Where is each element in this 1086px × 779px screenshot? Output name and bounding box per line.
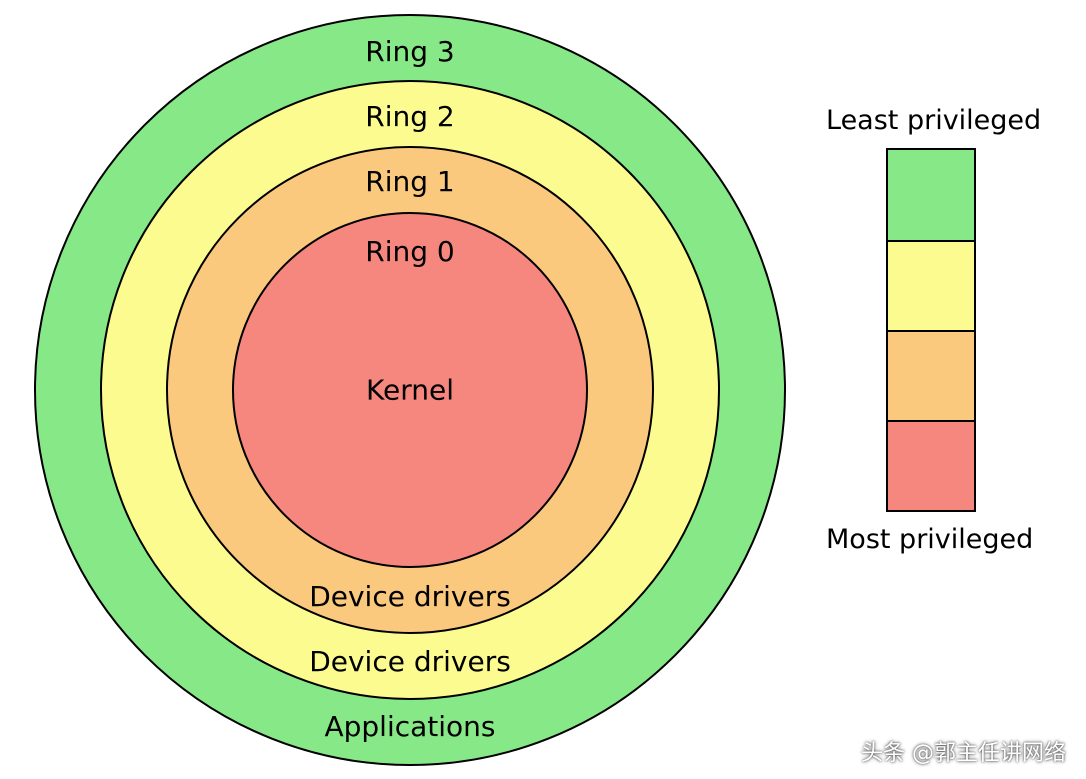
ring-diagram: Ring 3 Applications Ring 2 Device driver… [30, 10, 790, 770]
ring-2-bottom-label: Device drivers [309, 645, 511, 678]
ring-0-top-label: Ring 0 [365, 235, 454, 268]
legend-swatch-1 [888, 240, 974, 330]
ring-3-top-label: Ring 3 [365, 35, 454, 68]
ring-0-center-label: Kernel [366, 374, 454, 407]
ring-1-bottom-label: Device drivers [309, 580, 511, 613]
legend-top-label: Least privileged [826, 105, 1046, 136]
legend-bottom-label: Most privileged [826, 524, 1046, 555]
legend-boxes [886, 148, 976, 512]
legend-swatch-3 [888, 420, 974, 510]
legend-swatch-2 [888, 330, 974, 420]
legend: Least privileged Most privileged [826, 105, 1046, 555]
watermark: 头条 @郭主任讲网络 [861, 735, 1066, 767]
ring-3-bottom-label: Applications [324, 710, 495, 743]
ring-2-top-label: Ring 2 [365, 100, 454, 133]
ring-1-top-label: Ring 1 [365, 165, 454, 198]
legend-swatch-0 [888, 150, 974, 240]
